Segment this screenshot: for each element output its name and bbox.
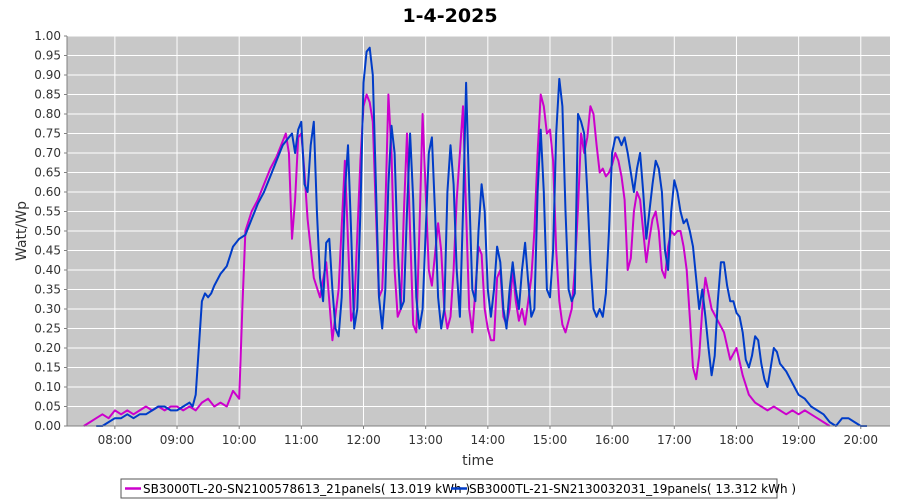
y-tick-label: 0.05: [34, 400, 61, 414]
y-tick-label: 0.85: [34, 88, 61, 102]
y-tick-label: 0.45: [34, 244, 61, 258]
legend: SB3000TL-20-SN2100578613_21panels( 13.01…: [120, 478, 796, 499]
y-tick-label: 0.30: [34, 302, 61, 316]
y-tick-label: 0.90: [34, 68, 61, 82]
y-tick-label: 0.95: [34, 49, 61, 63]
y-tick-label: 0.75: [34, 127, 61, 141]
y-tick-label: 0.10: [34, 380, 61, 394]
x-tick-label: 15:00: [533, 433, 568, 447]
x-axis-ticks: 08:00 09:00 10:00 11:00 12:00 13:00 14:00 15:00…: [98, 426, 878, 447]
x-tick-label: 16:00: [595, 433, 630, 447]
y-tick-label: 0.40: [34, 263, 61, 277]
y-tick-label: 0.00: [34, 419, 61, 433]
y-tick-label: 0.25: [34, 322, 61, 336]
x-axis-title: time: [462, 453, 494, 469]
y-tick-label: 0.80: [34, 107, 61, 121]
y-tick-label: 0.15: [34, 361, 61, 375]
y-axis-title: Watt/Wp: [14, 201, 30, 261]
series-line-2: [96, 46, 867, 427]
x-tick-label: 09:00: [160, 433, 195, 447]
x-tick-label: 20:00: [843, 433, 878, 447]
series-lines: [83, 46, 867, 427]
series-line-1: [83, 93, 831, 427]
x-tick-label: 08:00: [98, 433, 133, 447]
x-tick-label: 10:00: [222, 433, 257, 447]
x-tick-label: 12:00: [346, 433, 381, 447]
legend-label-2: SB3000TL-21-SN2130032031_19panels( 13.31…: [469, 482, 796, 496]
y-tick-label: 1.00: [34, 29, 61, 43]
y-axis-ticks: 0.00 0.05 0.10 0.15 0.20 0.25 0.30 0.35 0.40 0.45…: [34, 29, 67, 433]
legend-box: [120, 478, 778, 499]
chart-title: 1-4-2025: [402, 5, 497, 27]
x-tick-label: 13:00: [408, 433, 443, 447]
x-tick-label: 11:00: [284, 433, 319, 447]
y-tick-label: 0.50: [34, 224, 61, 238]
y-tick-label: 0.70: [34, 146, 61, 160]
y-tick-label: 0.55: [34, 205, 61, 219]
y-tick-label: 0.20: [34, 341, 61, 355]
y-tick-label: 0.65: [34, 166, 61, 180]
x-tick-label: 19:00: [781, 433, 816, 447]
y-tick-label: 0.60: [34, 185, 61, 199]
x-tick-label: 18:00: [719, 433, 754, 447]
x-tick-label: 14:00: [471, 433, 506, 447]
legend-label-1: SB3000TL-20-SN2100578613_21panels( 13.01…: [143, 482, 470, 496]
y-tick-label: 0.35: [34, 283, 61, 297]
x-tick-label: 17:00: [657, 433, 692, 447]
